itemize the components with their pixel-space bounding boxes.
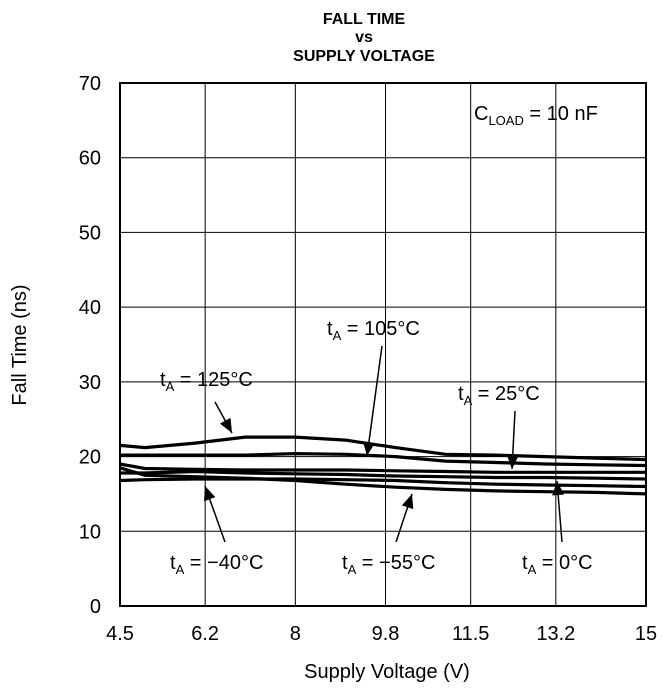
pointer-arrowhead <box>552 481 565 496</box>
y-tick-label: 60 <box>79 148 101 170</box>
load-condition-label: CLOAD = 10 nF <box>474 103 598 128</box>
x-tick-label: 6.2 <box>191 623 219 645</box>
y-tick-label: 40 <box>79 297 101 319</box>
pointer-arrowhead <box>220 417 232 433</box>
pointer-line <box>366 345 383 457</box>
pointer-arrowhead <box>362 441 375 456</box>
series-label: tA = 105°C <box>327 318 420 343</box>
chart-title-line-2: vs <box>355 29 373 46</box>
series-label: tA = −40°C <box>170 552 263 577</box>
annotation-labels: tA = 125°C tA = 105°C tA = 25°C tA = −40°C t… <box>160 318 593 577</box>
x-tick-label: 9.8 <box>372 623 400 645</box>
y-tick-label: 20 <box>79 447 101 469</box>
y-tick-label: 0 <box>90 596 101 618</box>
series-line <box>120 452 647 468</box>
y-tick-label: 30 <box>79 372 101 394</box>
series-label: tA = 25°C <box>458 383 540 408</box>
y-tick-label: 70 <box>79 73 101 95</box>
series-label: tA = 0°C <box>522 552 593 577</box>
annotation-pointers <box>204 345 565 543</box>
x-axis-label: Supply Voltage (V) <box>304 661 470 683</box>
chart-title-line-3: SUPPLY VOLTAGE <box>293 48 435 65</box>
grid <box>120 83 646 606</box>
x-tick-labels: 4.5 6.2 8 9.8 11.5 13.2 15 <box>106 623 657 645</box>
x-tick-label: 4.5 <box>106 623 134 645</box>
y-tick-label: 50 <box>79 222 101 244</box>
series-line <box>119 462 646 474</box>
series-label: tA = −55°C <box>342 552 435 577</box>
chart-title: FALL TIME vs SUPPLY VOLTAGE <box>293 11 435 65</box>
pointer-arrowhead <box>506 454 519 469</box>
series-label: tA = 125°C <box>160 369 253 394</box>
plot-frame <box>119 82 647 607</box>
series-line <box>120 469 647 481</box>
y-axis-label: Fall Time (ns) <box>9 284 31 405</box>
y-tick-labels: 0 10 20 30 40 50 60 70 <box>79 73 101 618</box>
x-tick-label: 13.2 <box>536 623 575 645</box>
pointer-arrowhead <box>204 486 216 502</box>
pointer-arrowhead <box>401 494 414 510</box>
x-tick-label: 15 <box>635 623 657 645</box>
chart-title-line-1: FALL TIME <box>323 11 406 28</box>
x-tick-label: 8 <box>290 623 301 645</box>
series-lines <box>119 435 647 496</box>
series-line <box>119 477 647 489</box>
y-tick-label: 10 <box>79 521 101 543</box>
x-tick-label: 11.5 <box>452 623 489 645</box>
